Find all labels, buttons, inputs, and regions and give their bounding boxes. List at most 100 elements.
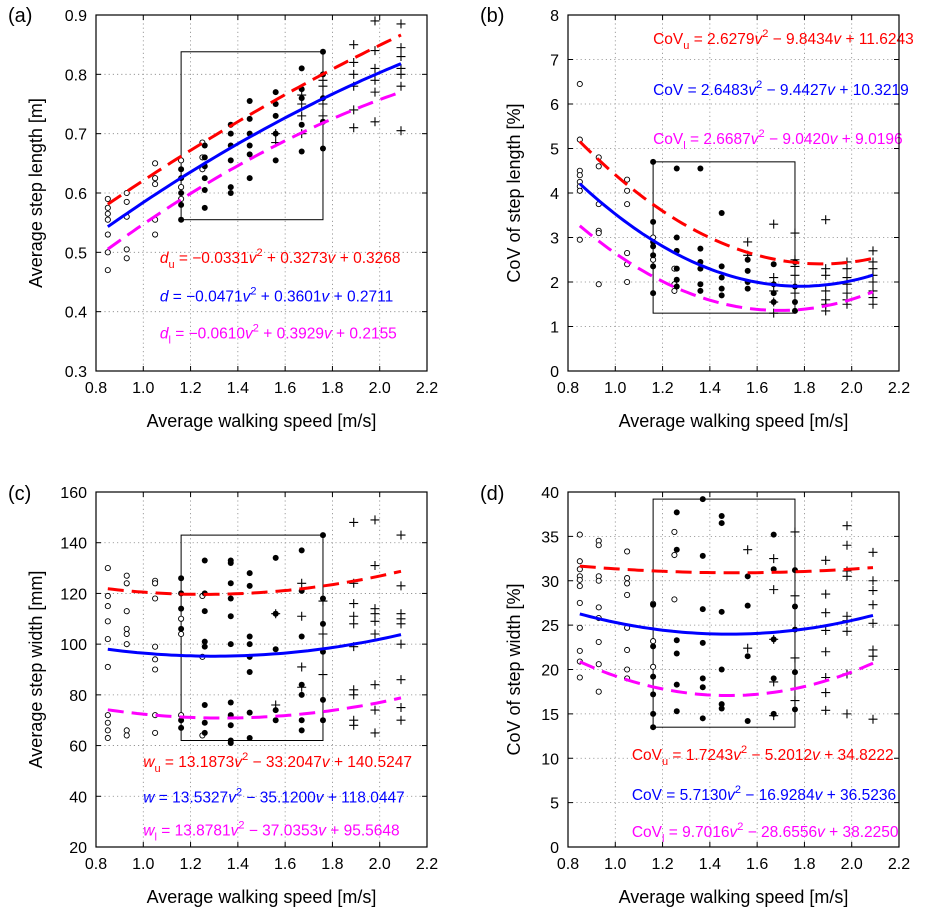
plus-point <box>821 589 831 599</box>
open-circle-point <box>104 663 111 671</box>
open-circle-point <box>178 184 185 191</box>
plus-point <box>370 117 380 127</box>
open-circle-point <box>595 638 602 646</box>
open-circle-point <box>671 528 678 535</box>
filled-dot-point <box>697 281 704 288</box>
filled-dot-point <box>650 724 657 731</box>
filled-dot-point <box>673 276 680 283</box>
plus-point <box>790 653 800 663</box>
open-circle-point <box>123 727 130 734</box>
filled-dot-point <box>246 641 253 648</box>
filled-dot-point <box>227 560 234 566</box>
filled-dot-point <box>227 613 234 620</box>
filled-dot-point <box>201 643 208 650</box>
fit-equation-lower: CoVl = 2.6687v2 − 9.0420v + 9.0196 <box>653 128 902 152</box>
upper-fit-curve <box>579 564 874 575</box>
plus-point <box>868 600 878 610</box>
open-circle-point <box>104 603 111 610</box>
y-tick-label: 0.5 <box>65 245 87 262</box>
open-circle-point <box>104 204 111 211</box>
filled-dot-point <box>227 184 234 191</box>
plus-point <box>842 540 852 550</box>
y-tick-label: 0 <box>550 364 559 381</box>
filled-dot-point <box>791 603 798 610</box>
open-circle-point <box>152 175 159 182</box>
filled-dot-point <box>699 552 706 559</box>
filled-dot-point <box>246 151 253 158</box>
filled-dot-point <box>201 702 208 708</box>
filled-dot-point <box>272 89 279 96</box>
filled-dot-point <box>699 496 706 503</box>
x-tick-label: 2.2 <box>416 380 438 397</box>
mean-fit-curve <box>579 612 874 636</box>
filled-dot-point <box>697 245 704 252</box>
x-tick-label: 1.4 <box>699 856 721 873</box>
open-circle-point <box>104 267 111 274</box>
plus-point <box>370 515 380 525</box>
filled-dot-point <box>650 243 657 250</box>
open-circle-point <box>576 624 583 631</box>
plus-point <box>790 527 800 537</box>
plus-point <box>821 705 831 715</box>
x-tick-label: 1.6 <box>746 380 768 397</box>
plus-point <box>790 228 800 238</box>
x-tick-label: 1.0 <box>132 380 154 397</box>
filled-dot-point <box>246 734 253 741</box>
filled-dot-point <box>744 573 751 580</box>
filled-dot-point <box>718 705 725 712</box>
plus-point <box>349 619 359 629</box>
x-axis-label: Average walking speed [m/s] <box>619 411 849 431</box>
filled-dot-point <box>718 608 725 615</box>
plus-point <box>821 306 831 316</box>
y-tick-label: 0.9 <box>65 8 87 25</box>
filled-dot-point <box>178 724 185 731</box>
fit-equation-upper: du = −0.0331v2 + 0.3273v + 0.3268 <box>160 247 401 271</box>
filled-dot-point <box>246 669 253 676</box>
plus-point <box>842 626 852 636</box>
fit-equation-mean: d = −0.0471v2 + 0.3601v + 0.2711 <box>160 286 393 306</box>
plus-point <box>318 670 328 680</box>
plus-point <box>349 69 359 79</box>
filled-dot-point <box>744 285 751 292</box>
open-circle-point <box>576 531 583 538</box>
plus-point <box>769 273 779 283</box>
plus-point <box>297 611 307 621</box>
filled-dot-point <box>718 285 725 292</box>
open-circle-point <box>123 641 130 648</box>
filled-dot-point <box>319 620 326 627</box>
filled-dot-point <box>791 307 798 314</box>
filled-dot-point <box>298 727 305 734</box>
open-circle-point <box>123 255 130 262</box>
filled-dot-point <box>201 638 208 645</box>
fit-equation-upper: wu = 13.1873v2 − 33.2047v + 140.5247 <box>143 751 412 775</box>
x-tick-label: 2.0 <box>841 380 863 397</box>
plus-point <box>370 87 380 97</box>
open-circle-point <box>624 278 631 286</box>
plus-point <box>396 52 406 62</box>
plus-point <box>769 286 779 296</box>
y-tick-label: 35 <box>541 529 559 546</box>
filled-dot-point <box>201 175 208 182</box>
filled-dot-point <box>246 709 253 716</box>
x-tick-label: 1.6 <box>274 380 296 397</box>
filled-dot-point <box>718 520 725 527</box>
lower-fit-curve <box>578 224 874 312</box>
y-tick-label: 5 <box>550 796 559 813</box>
plus-point <box>769 297 779 307</box>
upper-fit-curve <box>578 140 874 266</box>
fit-equation-mean: CoV = 5.7130v2 − 16.9284v + 36.5236 <box>632 784 896 804</box>
filled-dot-point <box>791 706 798 713</box>
filled-dot-point <box>718 263 725 270</box>
x-tick-label: 1.4 <box>699 380 721 397</box>
open-circle-point <box>104 719 111 726</box>
open-circle-point <box>123 732 130 739</box>
plus-point <box>297 99 307 109</box>
plus-point <box>396 703 406 713</box>
filled-dot-point <box>650 601 657 608</box>
plus-point <box>370 75 380 85</box>
plus-point <box>396 69 406 79</box>
open-circle-point <box>152 231 159 238</box>
open-circle-point <box>595 661 602 668</box>
x-tick-label: 2.2 <box>888 856 910 873</box>
filled-dot-point <box>298 717 305 724</box>
